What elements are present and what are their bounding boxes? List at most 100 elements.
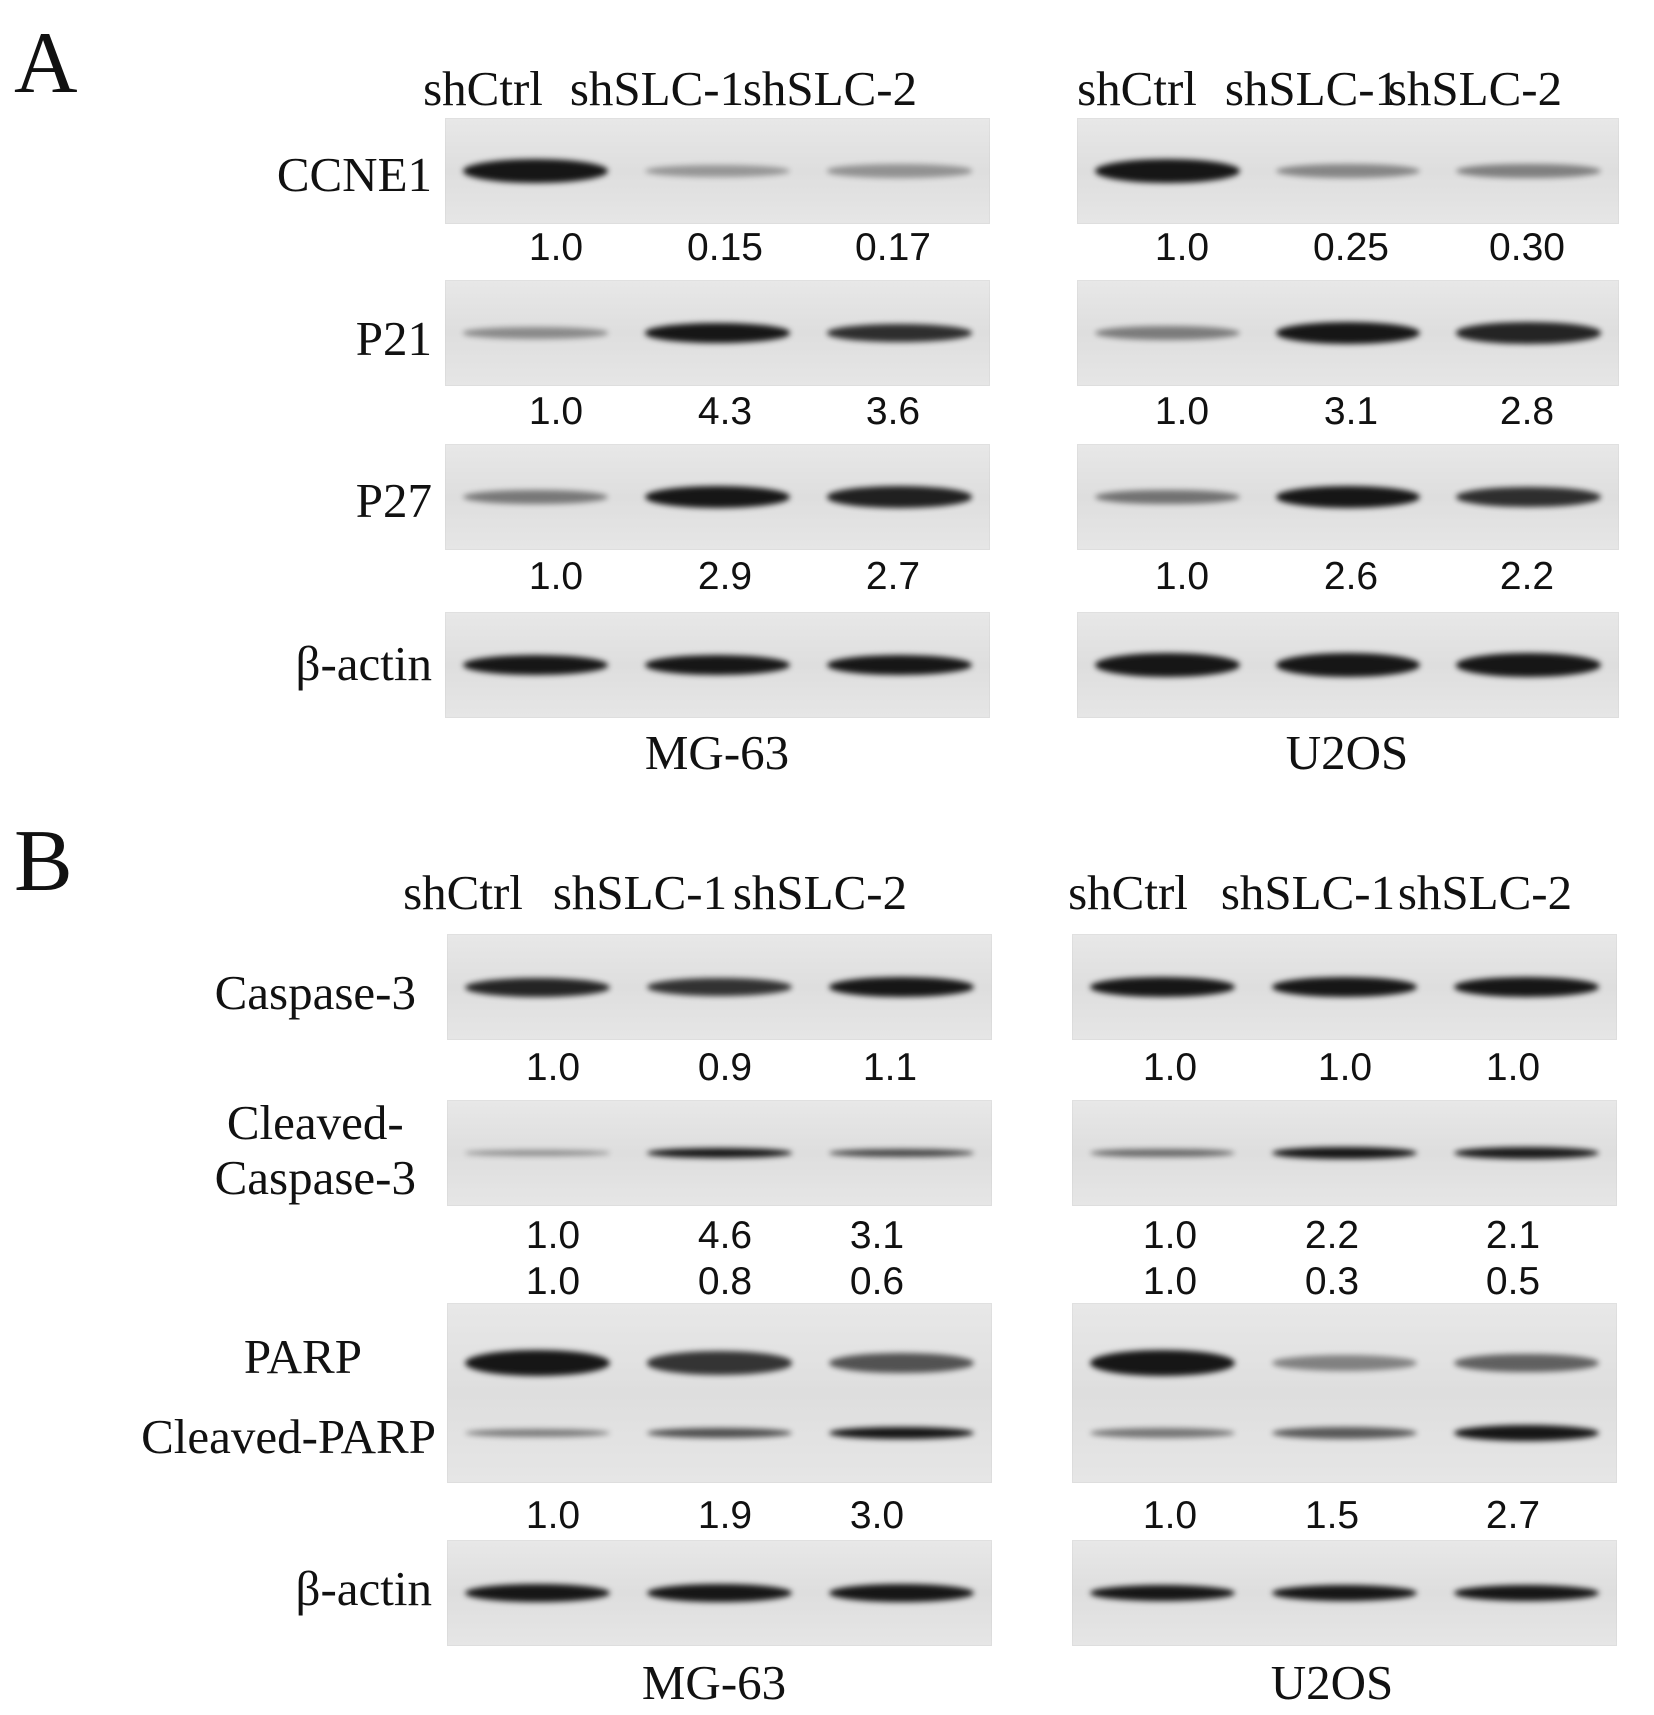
- protein-band: [1453, 977, 1599, 997]
- quant-value: 1.0: [528, 390, 584, 433]
- quant-value: 1.0: [525, 1046, 581, 1089]
- protein-band: [1271, 1355, 1418, 1371]
- protein-band: [1095, 159, 1240, 183]
- protein-band: [1456, 653, 1601, 677]
- lane-header: shSLC-2: [742, 61, 918, 116]
- blot-strip: [1072, 1100, 1617, 1206]
- protein-label: P21: [355, 311, 432, 366]
- protein-band: [1275, 321, 1421, 345]
- protein-label: PARP: [243, 1329, 362, 1384]
- quant-value: 1.1: [862, 1046, 918, 1089]
- lane-header: shCtrl: [403, 865, 523, 920]
- protein-band: [1456, 163, 1601, 179]
- quant-value: 1.0: [528, 555, 584, 598]
- protein-band: [465, 1428, 611, 1438]
- quant-value: 0.6: [849, 1260, 905, 1303]
- lane-header: shSLC-2: [1397, 865, 1573, 920]
- quant-value: 2.2: [1499, 555, 1555, 598]
- cell-line-label: MG-63: [644, 725, 790, 780]
- protein-band: [1453, 1585, 1599, 1601]
- quant-value: 1.0: [528, 226, 584, 269]
- blot-strip: [447, 934, 992, 1040]
- quant-value: 1.0: [525, 1214, 581, 1257]
- protein-band: [828, 1149, 974, 1157]
- blot-strip: [1077, 444, 1619, 550]
- protein-band: [826, 486, 972, 508]
- protein-band: [1456, 486, 1601, 508]
- protein-band: [828, 1352, 974, 1374]
- protein-band: [1095, 489, 1240, 505]
- protein-band: [644, 655, 791, 675]
- cell-line-label: MG-63: [641, 1655, 787, 1710]
- protein-band: [463, 489, 609, 505]
- quant-value: 4.6: [697, 1214, 753, 1257]
- protein-label: Cleaved-PARP: [141, 1409, 436, 1464]
- quant-value: 1.9: [697, 1494, 753, 1537]
- quant-value: 3.0: [849, 1494, 905, 1537]
- lane-header: shSLC-1: [1220, 865, 1396, 920]
- protein-band: [1090, 1148, 1236, 1158]
- lane-header: shCtrl: [423, 61, 543, 116]
- quant-value: 2.7: [865, 555, 921, 598]
- quant-value: 3.1: [1323, 390, 1379, 433]
- protein-band: [646, 1584, 793, 1602]
- quant-value: 1.0: [1485, 1046, 1541, 1089]
- protein-label: β-actin: [295, 636, 432, 691]
- blot-strip: [445, 118, 990, 224]
- protein-band: [826, 655, 972, 675]
- blot-strip: [1077, 612, 1619, 718]
- lane-header: shSLC-1: [569, 61, 745, 116]
- lane-header: shSLC-1: [1224, 61, 1400, 116]
- quant-value: 0.30: [1489, 226, 1565, 269]
- blot-strip: [445, 612, 990, 718]
- protein-band: [1271, 1146, 1418, 1160]
- quant-value: 0.25: [1313, 226, 1389, 269]
- protein-band: [465, 977, 611, 997]
- protein-band: [644, 323, 791, 343]
- protein-label: P27: [355, 473, 432, 528]
- panel-a-letter: A: [14, 15, 78, 112]
- protein-band: [465, 1350, 611, 1376]
- protein-band: [463, 159, 609, 183]
- quant-value: 2.1: [1485, 1214, 1541, 1257]
- protein-band: [1090, 1427, 1236, 1439]
- protein-band: [646, 1427, 793, 1439]
- panel-b-letter: B: [14, 813, 73, 910]
- blot-strip: [445, 444, 990, 550]
- protein-band: [646, 1351, 793, 1375]
- quant-value: 3.1: [849, 1214, 905, 1257]
- lane-header: shSLC-2: [732, 865, 908, 920]
- quant-value: 1.0: [1142, 1214, 1198, 1257]
- quant-value: 1.0: [1142, 1494, 1198, 1537]
- protein-band: [1275, 163, 1421, 179]
- quant-value: 4.3: [697, 390, 753, 433]
- protein-band: [1271, 977, 1418, 997]
- protein-band: [828, 1426, 974, 1440]
- quant-value: 0.17: [855, 226, 931, 269]
- blot-strip: [1072, 934, 1617, 1040]
- quant-value: 1.0: [525, 1494, 581, 1537]
- protein-band: [1453, 1353, 1599, 1373]
- protein-band: [1275, 485, 1421, 509]
- quant-value: 1.0: [1142, 1046, 1198, 1089]
- protein-band: [1090, 977, 1236, 997]
- protein-band: [1090, 1585, 1236, 1601]
- protein-label-line: Caspase-3: [214, 1149, 416, 1205]
- quant-value: 1.0: [1317, 1046, 1373, 1089]
- quant-value: 1.0: [1154, 226, 1210, 269]
- protein-band: [465, 1150, 611, 1156]
- protein-band: [463, 655, 609, 675]
- protein-band: [646, 978, 793, 996]
- protein-band: [644, 164, 791, 178]
- protein-band: [646, 1148, 793, 1158]
- quant-value: 3.6: [865, 390, 921, 433]
- blot-strip: [447, 1303, 992, 1483]
- protein-band: [1090, 1350, 1236, 1376]
- quant-value: 0.3: [1304, 1260, 1360, 1303]
- protein-band: [1095, 325, 1240, 341]
- protein-band: [1095, 653, 1240, 677]
- blot-strip: [445, 280, 990, 386]
- protein-band: [828, 1584, 974, 1602]
- protein-band: [1453, 1146, 1599, 1160]
- blot-strip: [1077, 280, 1619, 386]
